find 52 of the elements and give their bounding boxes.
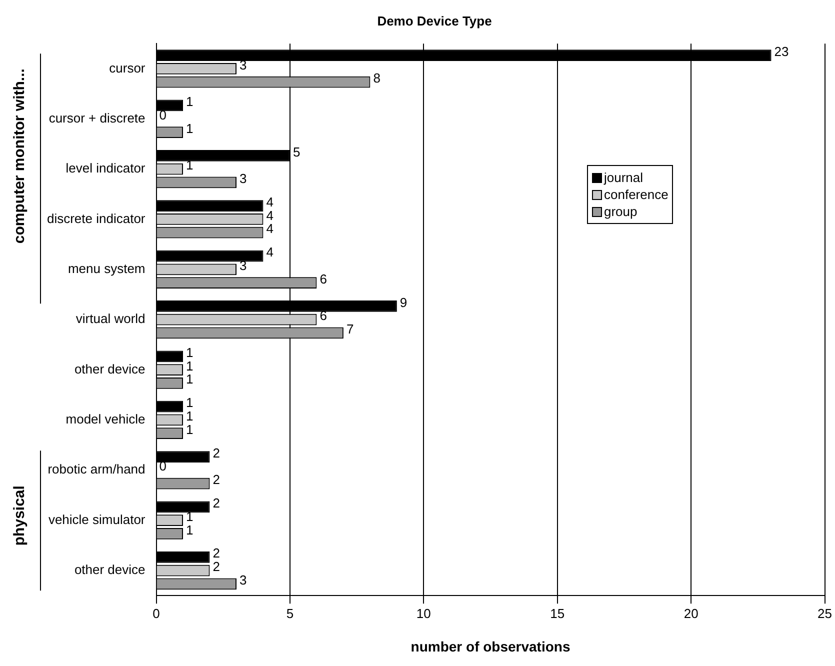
data-label: 4 bbox=[266, 221, 274, 236]
data-label: 9 bbox=[400, 294, 408, 310]
x-tick-label: 0 bbox=[152, 606, 160, 621]
data-label: 1 bbox=[186, 120, 194, 136]
chart-title: Demo Device Type bbox=[377, 13, 492, 28]
data-label: 2 bbox=[212, 546, 220, 561]
data-label: 2 bbox=[212, 559, 220, 574]
x-tick-label: 20 bbox=[684, 606, 698, 621]
data-label: 3 bbox=[239, 171, 247, 186]
data-label: 2 bbox=[212, 472, 220, 488]
data-label: 1 bbox=[186, 158, 194, 173]
y-tick-label: vehicle simulator bbox=[48, 512, 146, 527]
data-label: 1 bbox=[186, 344, 194, 360]
x-tick-label: 5 bbox=[286, 606, 294, 621]
data-label: 4 bbox=[266, 194, 274, 210]
data-label: 6 bbox=[320, 271, 327, 286]
legend-label: conference bbox=[604, 186, 668, 203]
y-tick-label: level indicator bbox=[66, 160, 146, 176]
data-label: 3 bbox=[239, 572, 247, 588]
legend-label: group bbox=[604, 203, 638, 220]
data-label: 23 bbox=[774, 44, 789, 59]
x-axis-title: number of observations bbox=[410, 638, 570, 654]
y-tick-label: discrete indicator bbox=[46, 210, 146, 226]
data-label: 2 bbox=[212, 445, 220, 460]
data-label: 4 bbox=[266, 208, 274, 223]
data-label: 1 bbox=[186, 522, 194, 538]
data-label: 4 bbox=[266, 244, 274, 260]
data-label: 1 bbox=[186, 408, 194, 424]
y-tick-label: other device bbox=[74, 361, 146, 376]
data-label: 8 bbox=[373, 70, 380, 86]
x-tick-label: 10 bbox=[416, 606, 431, 621]
data-label: 2 bbox=[212, 496, 220, 511]
data-label: 1 bbox=[186, 358, 194, 374]
y-tick-label: virtual world bbox=[76, 311, 146, 326]
x-tick-label: 15 bbox=[550, 606, 565, 621]
data-label: 1 bbox=[186, 422, 194, 437]
text: computer monitor with... bbox=[11, 68, 28, 244]
data-label: 1 bbox=[186, 94, 194, 110]
y-tick-label: menu system bbox=[68, 260, 146, 276]
text: physical bbox=[11, 486, 28, 546]
y-tick-label: other device bbox=[74, 562, 146, 578]
data-label: 1 bbox=[186, 372, 194, 387]
y-tick-label: model vehicle bbox=[66, 412, 146, 427]
data-label: 7 bbox=[346, 322, 354, 337]
data-label: 1 bbox=[186, 395, 194, 410]
x-tick-label: 25 bbox=[818, 606, 832, 621]
y-tick-label: robotic arm/hand bbox=[48, 462, 146, 477]
legend-label: journal bbox=[604, 169, 644, 186]
data-label: 5 bbox=[292, 144, 300, 160]
data-label: 1 bbox=[186, 508, 194, 524]
y-tick-label: cursor + discrete bbox=[48, 110, 146, 126]
y-tick-label: cursor bbox=[109, 60, 146, 76]
